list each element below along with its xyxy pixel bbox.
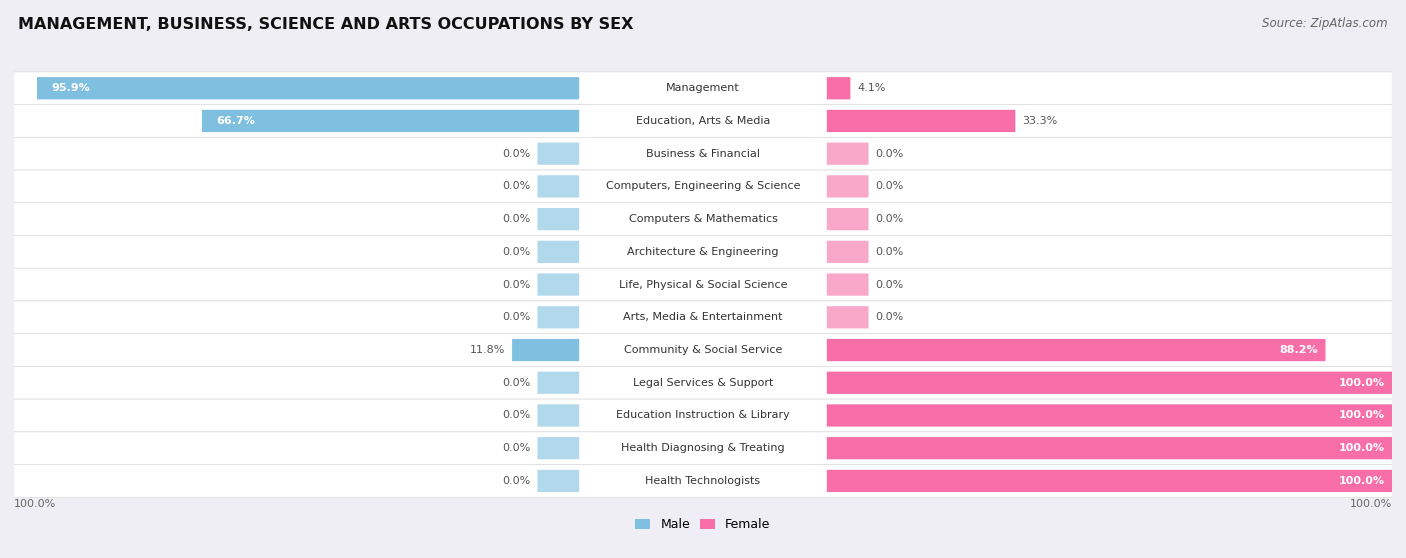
Text: 100.0%: 100.0% (1339, 443, 1385, 453)
Text: 33.3%: 33.3% (1022, 116, 1057, 126)
Text: 88.2%: 88.2% (1279, 345, 1319, 355)
FancyBboxPatch shape (14, 170, 1392, 203)
Text: Legal Services & Support: Legal Services & Support (633, 378, 773, 388)
FancyBboxPatch shape (14, 301, 1392, 334)
FancyBboxPatch shape (512, 339, 579, 361)
Text: Architecture & Engineering: Architecture & Engineering (627, 247, 779, 257)
Text: 0.0%: 0.0% (502, 312, 531, 323)
FancyBboxPatch shape (14, 399, 1392, 432)
Text: Business & Financial: Business & Financial (645, 148, 761, 158)
FancyBboxPatch shape (14, 72, 1392, 104)
FancyBboxPatch shape (827, 339, 1326, 361)
Text: 0.0%: 0.0% (875, 148, 904, 158)
FancyBboxPatch shape (827, 142, 869, 165)
FancyBboxPatch shape (537, 240, 579, 263)
FancyBboxPatch shape (14, 367, 1392, 399)
Text: Management: Management (666, 83, 740, 93)
FancyBboxPatch shape (537, 437, 579, 459)
FancyBboxPatch shape (202, 110, 579, 132)
FancyBboxPatch shape (827, 175, 869, 198)
Text: 0.0%: 0.0% (502, 378, 531, 388)
FancyBboxPatch shape (537, 405, 579, 427)
FancyBboxPatch shape (827, 208, 869, 230)
Text: 0.0%: 0.0% (502, 148, 531, 158)
Text: 4.1%: 4.1% (858, 83, 886, 93)
Text: Source: ZipAtlas.com: Source: ZipAtlas.com (1263, 17, 1388, 30)
FancyBboxPatch shape (827, 437, 1392, 459)
FancyBboxPatch shape (537, 470, 579, 492)
Text: Arts, Media & Entertainment: Arts, Media & Entertainment (623, 312, 783, 323)
FancyBboxPatch shape (14, 334, 1392, 367)
FancyBboxPatch shape (827, 77, 851, 99)
Text: 0.0%: 0.0% (502, 443, 531, 453)
Legend: Male, Female: Male, Female (631, 514, 775, 535)
FancyBboxPatch shape (14, 235, 1392, 268)
Text: 0.0%: 0.0% (875, 181, 904, 191)
FancyBboxPatch shape (14, 203, 1392, 235)
Text: Computers & Mathematics: Computers & Mathematics (628, 214, 778, 224)
FancyBboxPatch shape (827, 306, 869, 329)
Text: 100.0%: 100.0% (14, 499, 56, 509)
Text: 0.0%: 0.0% (502, 214, 531, 224)
Text: 0.0%: 0.0% (875, 247, 904, 257)
FancyBboxPatch shape (14, 137, 1392, 170)
Text: Health Technologists: Health Technologists (645, 476, 761, 486)
Text: 100.0%: 100.0% (1339, 476, 1385, 486)
FancyBboxPatch shape (537, 273, 579, 296)
Text: 95.9%: 95.9% (51, 83, 90, 93)
Text: 100.0%: 100.0% (1350, 499, 1392, 509)
FancyBboxPatch shape (14, 104, 1392, 137)
Text: 100.0%: 100.0% (1339, 378, 1385, 388)
FancyBboxPatch shape (14, 268, 1392, 301)
FancyBboxPatch shape (827, 110, 1015, 132)
FancyBboxPatch shape (37, 77, 579, 99)
Text: MANAGEMENT, BUSINESS, SCIENCE AND ARTS OCCUPATIONS BY SEX: MANAGEMENT, BUSINESS, SCIENCE AND ARTS O… (18, 17, 634, 32)
Text: 11.8%: 11.8% (470, 345, 505, 355)
Text: Life, Physical & Social Science: Life, Physical & Social Science (619, 280, 787, 290)
FancyBboxPatch shape (827, 470, 1392, 492)
FancyBboxPatch shape (827, 273, 869, 296)
Text: 66.7%: 66.7% (217, 116, 254, 126)
Text: 0.0%: 0.0% (502, 476, 531, 486)
FancyBboxPatch shape (537, 306, 579, 329)
Text: Education Instruction & Library: Education Instruction & Library (616, 411, 790, 421)
Text: Education, Arts & Media: Education, Arts & Media (636, 116, 770, 126)
FancyBboxPatch shape (537, 208, 579, 230)
Text: 0.0%: 0.0% (875, 214, 904, 224)
Text: 100.0%: 100.0% (1339, 411, 1385, 421)
Text: Computers, Engineering & Science: Computers, Engineering & Science (606, 181, 800, 191)
FancyBboxPatch shape (827, 240, 869, 263)
Text: 0.0%: 0.0% (502, 247, 531, 257)
Text: 0.0%: 0.0% (502, 411, 531, 421)
FancyBboxPatch shape (827, 405, 1392, 427)
Text: 0.0%: 0.0% (875, 280, 904, 290)
Text: 0.0%: 0.0% (502, 280, 531, 290)
Text: 0.0%: 0.0% (875, 312, 904, 323)
FancyBboxPatch shape (14, 432, 1392, 465)
FancyBboxPatch shape (537, 142, 579, 165)
FancyBboxPatch shape (827, 372, 1392, 394)
FancyBboxPatch shape (14, 465, 1392, 497)
Text: Health Diagnosing & Treating: Health Diagnosing & Treating (621, 443, 785, 453)
FancyBboxPatch shape (537, 372, 579, 394)
Text: Community & Social Service: Community & Social Service (624, 345, 782, 355)
FancyBboxPatch shape (537, 175, 579, 198)
Text: 0.0%: 0.0% (502, 181, 531, 191)
